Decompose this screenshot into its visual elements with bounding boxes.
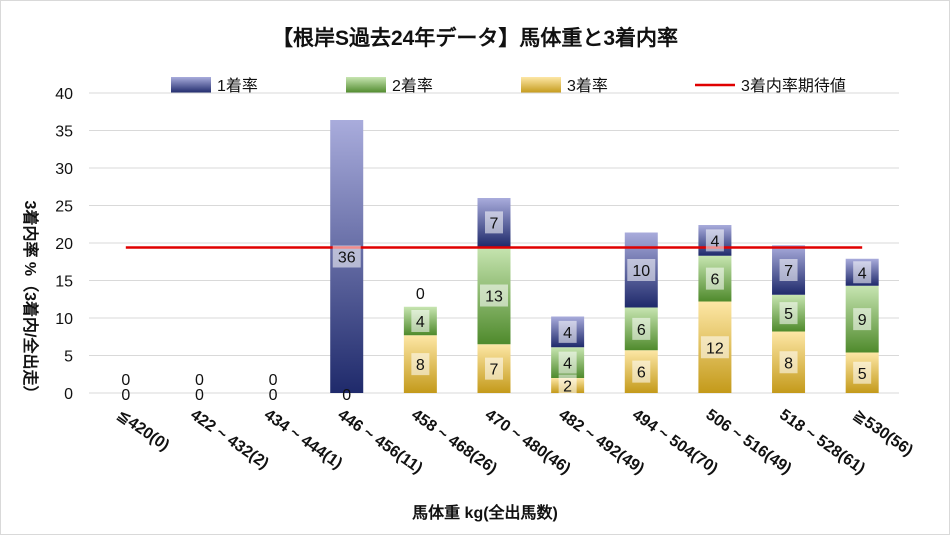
data-label: 8 [416,357,425,374]
legend-label: 1着率 [217,77,258,95]
data-label: 36 [338,250,356,267]
data-label-bg [480,284,508,307]
data-label: 10 [632,263,650,280]
data-label: 0 [121,387,130,404]
x-tick-labels: ≦420(0) 422 ~ 432(2)434 ~ 444(1)446 ~ 456… [114,406,916,477]
data-label: 0 [342,387,351,404]
x-tick-label: ≦420(0) [114,406,173,454]
data-label-bg [853,308,872,331]
y-tick-label: 20 [55,236,73,253]
x-tick-label: 422 ~ 432(2) [187,406,271,472]
data-label: 6 [637,322,646,339]
data-label-bg [779,302,798,325]
data-label: 6 [637,365,646,382]
y-axis-label: 3着内率 %（3着内/全出走） [21,201,40,402]
legend-label: 2着率 [392,77,433,95]
x-tick-label: ≧530(56) [850,406,916,459]
x-axis-label: 馬体重 kg(全出馬数) [412,503,558,522]
data-label-bg [779,259,798,281]
data-label-bg [411,310,430,332]
y-tick-label: 0 [64,386,73,403]
data-label-bg [485,357,503,380]
data-label-bg [485,211,503,234]
y-tick-label: 40 [55,86,73,103]
legend: 1着率 2着率 3着率 3着内率期待値 [171,77,846,95]
data-label: 6 [710,272,719,289]
y-tick-label: 15 [55,274,73,291]
data-label: 0 [269,372,278,389]
data-label-bg [116,368,135,390]
data-label: 7 [490,215,499,232]
data-label-bg [190,368,209,390]
data-label: 2 [563,379,572,396]
y-tick-label: 35 [55,124,73,141]
legend-swatch [346,77,386,93]
data-label-bg [700,336,729,359]
data-label: 7 [490,362,499,379]
data-label-bg [632,360,651,383]
y-tick-label: 5 [64,349,73,366]
y-tick-label: 25 [55,199,73,216]
data-label-bg [264,368,283,390]
data-label: 5 [784,306,793,323]
y-tick-label: 10 [55,311,73,328]
data-label: 5 [858,366,867,383]
data-label-bg [853,361,872,384]
data-label-bg [627,259,656,281]
data-label-bg [558,374,577,397]
data-label: 0 [195,372,204,389]
data-label: 12 [706,340,724,357]
data-label: 4 [563,356,572,373]
data-label: 7 [784,263,793,280]
legend-label: 3着率 [567,77,608,95]
y-tick-label: 30 [55,161,73,178]
data-label-bg [558,320,577,343]
data-label-bg [632,317,651,340]
legend-swatch [521,77,561,93]
data-label: 0 [121,372,130,389]
legend-label: 3着内率期待値 [741,77,846,95]
legend-swatch [171,77,211,93]
data-label-bg [779,351,798,374]
data-label: 4 [563,325,572,342]
chart-title: 【根岸S過去24年データ】馬体重と3着内率 [272,26,678,50]
data-label-bg [558,351,577,374]
y-tick-labels: 0 5 10 15 20 25 30 35 40 [55,86,73,403]
data-label-bg [411,353,430,376]
data-label-bg [705,229,724,252]
data-label: 4 [416,314,425,331]
data-label-bg [705,267,724,290]
data-label-bg [411,281,430,304]
data-label-bg [853,261,872,284]
data-label: 0 [269,387,278,404]
data-label: 0 [416,286,425,303]
data-label-bg [332,245,361,268]
data-label: 8 [784,355,793,372]
data-label: 4 [858,265,867,282]
x-tick-label: 434 ~ 444(1) [261,406,345,472]
data-label: 4 [710,233,719,250]
data-label: 0 [195,387,204,404]
data-label: 13 [485,289,503,306]
data-label: 9 [858,312,867,329]
